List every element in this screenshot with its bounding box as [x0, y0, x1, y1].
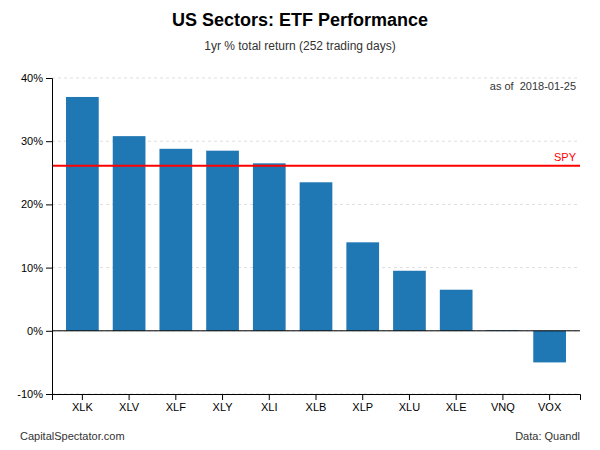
x-tick-label: XLY [213, 401, 234, 413]
x-tick-label: VOX [538, 401, 562, 413]
x-axis: XLK XLV XLF XLY XLI XLB XLP XLU XLE VNQ VOX [53, 394, 581, 413]
grid-line [52, 330, 580, 331]
zero-line [52, 330, 580, 331]
x-tick: XLE [446, 394, 467, 413]
y-tick: 40% [21, 72, 52, 84]
y-tick-mark [46, 268, 52, 269]
x-tick: VNQ [491, 394, 515, 413]
bar [440, 290, 473, 331]
y-tick: 0% [27, 325, 52, 337]
x-tick-mark [409, 394, 410, 400]
reference-label: SPY [554, 151, 577, 163]
x-tick-mark [502, 394, 503, 400]
x-tick: VOX [538, 394, 562, 413]
x-tick: XLV [119, 394, 140, 413]
x-tick-label: XLV [119, 401, 140, 413]
x-tick-mark [269, 394, 270, 400]
x-tick-mark [129, 394, 130, 400]
x-tick-label: XLE [446, 401, 467, 413]
x-tick-mark [362, 394, 363, 400]
y-tick-mark [46, 78, 52, 79]
bar [346, 242, 379, 330]
bar [253, 163, 286, 330]
y-axis-line [46, 79, 53, 395]
x-tick-label: XLF [166, 401, 186, 413]
x-tick-label: VNQ [491, 401, 515, 413]
x-tick: XLB [306, 394, 327, 413]
x-tick-mark [456, 394, 457, 400]
y-tick: -10% [17, 388, 52, 400]
footer-right: Data: Quandl [515, 430, 580, 442]
x-axis-line [53, 395, 581, 401]
x-tick-label: XLP [352, 401, 373, 413]
bar [206, 151, 239, 331]
y-tick: 10% [21, 262, 52, 274]
y-tick-mark [46, 394, 52, 395]
y-axis: -10% 0% 10% 20% 30% 40% [17, 72, 52, 400]
x-tick-mark [82, 394, 83, 400]
title: US Sectors: ETF Performance [172, 10, 428, 30]
x-tick: XLK [72, 394, 93, 413]
y-tick-mark [46, 331, 52, 332]
x-tick-label: XLB [306, 401, 327, 413]
x-tick: XLF [166, 394, 186, 413]
subtitle: 1yr % total return (252 trading days) [204, 39, 395, 53]
grid [52, 78, 580, 394]
chart: US Sectors: ETF Performance 1yr % total r… [0, 0, 600, 450]
footer-left: CapitalSpectator.com [20, 430, 125, 442]
y-tick-mark [46, 204, 52, 205]
x-tick-label: XLI [261, 401, 278, 413]
y-tick-label: 30% [21, 135, 43, 147]
x-tick: XLP [352, 394, 373, 413]
bar [159, 149, 192, 331]
x-tick: XLY [213, 394, 234, 413]
marks [52, 97, 580, 362]
x-tick-label: XLK [72, 401, 93, 413]
date-annotation: as of 2018-01-25 [490, 80, 576, 92]
plot-area: SPY-10%0%10%20%30%40%XLKXLVXLFXLYXLIXLBX… [17, 72, 580, 413]
bar [300, 182, 333, 331]
grid-line [52, 78, 580, 79]
y-tick: 20% [21, 198, 52, 210]
x-tick-mark [549, 394, 550, 400]
x-tick-label: XLU [399, 401, 420, 413]
y-tick: 30% [21, 135, 52, 147]
y-tick-label: 0% [27, 325, 43, 337]
y-tick-label: -10% [17, 388, 43, 400]
x-tick: XLU [399, 394, 420, 413]
bar [66, 97, 99, 331]
x-tick-mark [175, 394, 176, 400]
y-tick-label: 40% [21, 72, 43, 84]
x-tick-mark [222, 394, 223, 400]
bar [393, 271, 426, 331]
x-tick-mark [316, 394, 317, 400]
x-tick: XLI [261, 394, 278, 413]
reference-line [52, 165, 580, 167]
bar [533, 331, 566, 363]
y-tick-mark [46, 141, 52, 142]
y-tick-label: 10% [21, 262, 43, 274]
y-tick-label: 20% [21, 198, 43, 210]
